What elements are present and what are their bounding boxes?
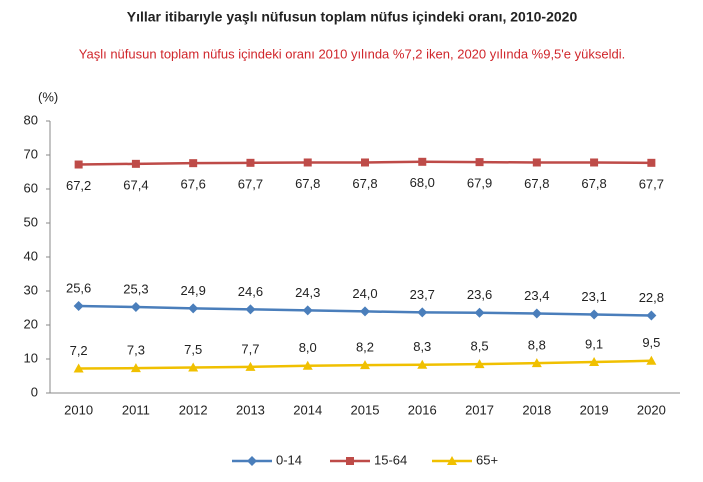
data-label: 68,0	[410, 175, 435, 190]
data-point	[302, 305, 313, 316]
data-point	[589, 309, 600, 320]
data-point	[74, 160, 83, 169]
data-label: 67,8	[352, 176, 377, 191]
data-label: 9,1	[585, 336, 603, 351]
data-point	[531, 358, 542, 368]
data-point	[130, 363, 141, 373]
data-label: 24,9	[181, 283, 206, 298]
x-tick-label: 2011	[122, 402, 150, 417]
data-point	[303, 158, 312, 167]
data-label: 24,0	[352, 286, 377, 301]
x-tick-label: 2015	[351, 402, 380, 417]
data-point	[188, 303, 199, 314]
data-label: 7,2	[70, 343, 88, 358]
data-point	[531, 308, 542, 319]
legend-marker	[247, 456, 257, 466]
data-label: 24,3	[295, 285, 320, 300]
legend-marker	[346, 457, 354, 465]
data-point	[417, 307, 428, 318]
data-label: 9,5	[642, 335, 660, 350]
data-point	[646, 355, 657, 365]
legend-label: 15-64	[374, 452, 407, 467]
legend-label: 65+	[476, 452, 498, 467]
data-label: 67,6	[181, 177, 206, 192]
chart-subtitle: Yaşlı nüfusun toplam nüfus içindeki oran…	[79, 46, 625, 61]
data-point	[474, 359, 485, 369]
data-point	[360, 306, 370, 317]
data-label: 24,6	[238, 284, 263, 299]
y-tick-label: 30	[24, 282, 38, 297]
data-point	[73, 300, 84, 311]
data-point	[130, 301, 141, 312]
legend-marker	[447, 456, 457, 465]
chart-title: Yıllar itibarıyle yaşlı nüfusun toplam n…	[127, 9, 578, 25]
data-label: 23,7	[410, 287, 435, 302]
data-label: 22,8	[639, 290, 664, 305]
data-point	[646, 310, 657, 321]
data-point	[418, 157, 427, 166]
x-tick-label: 2013	[236, 402, 265, 417]
data-label: 7,7	[241, 341, 259, 356]
y-tick-label: 80	[24, 112, 38, 127]
y-tick-label: 50	[24, 214, 38, 229]
data-point	[647, 158, 656, 167]
data-label: 7,5	[184, 342, 202, 357]
x-tick-label: 2014	[293, 402, 322, 417]
data-point	[246, 158, 255, 167]
data-point	[589, 357, 600, 367]
data-point	[189, 159, 198, 168]
x-tick-label: 2012	[179, 402, 208, 417]
data-label: 8,8	[528, 338, 546, 353]
data-point	[474, 307, 485, 318]
data-label: 8,3	[413, 339, 431, 354]
x-tick-label: 2010	[64, 402, 93, 417]
data-label: 67,2	[66, 178, 91, 193]
data-point	[302, 360, 313, 370]
data-point	[590, 158, 599, 167]
data-label: 67,4	[123, 177, 148, 192]
y-tick-label: 20	[24, 316, 38, 331]
y-tick-label: 70	[24, 146, 38, 161]
x-tick-label: 2016	[408, 402, 437, 417]
data-label: 8,5	[471, 339, 489, 354]
data-point	[417, 359, 428, 369]
data-label: 25,6	[66, 280, 91, 295]
data-label: 7,3	[127, 343, 145, 358]
data-point	[245, 361, 256, 371]
data-point	[245, 304, 256, 315]
x-tick-label: 2017	[465, 402, 494, 417]
y-tick-label: 0	[31, 384, 38, 399]
data-label: 23,6	[467, 287, 492, 302]
y-axis-label: (%)	[38, 89, 58, 104]
data-label: 67,7	[639, 176, 664, 191]
data-point	[73, 363, 84, 373]
data-label: 67,8	[524, 176, 549, 191]
data-point	[532, 158, 541, 167]
data-label: 67,8	[581, 176, 606, 191]
data-label: 25,3	[123, 281, 148, 296]
data-point	[361, 158, 369, 167]
x-tick-label: 2020	[637, 402, 666, 417]
data-label: 23,1	[581, 289, 606, 304]
data-point	[360, 360, 370, 370]
data-point	[475, 158, 484, 167]
data-label: 67,7	[238, 176, 263, 191]
data-label: 67,9	[467, 176, 492, 191]
data-label: 67,8	[295, 176, 320, 191]
data-point	[188, 362, 199, 372]
x-tick-label: 2018	[522, 402, 551, 417]
data-label: 8,0	[299, 340, 317, 355]
y-tick-label: 60	[24, 180, 38, 195]
y-tick-label: 40	[24, 248, 38, 263]
legend-label: 0-14	[276, 452, 302, 467]
data-label: 8,2	[356, 340, 374, 355]
data-label: 23,4	[524, 288, 549, 303]
data-point	[131, 159, 140, 168]
y-tick-label: 10	[24, 350, 38, 365]
x-tick-label: 2019	[580, 402, 609, 417]
